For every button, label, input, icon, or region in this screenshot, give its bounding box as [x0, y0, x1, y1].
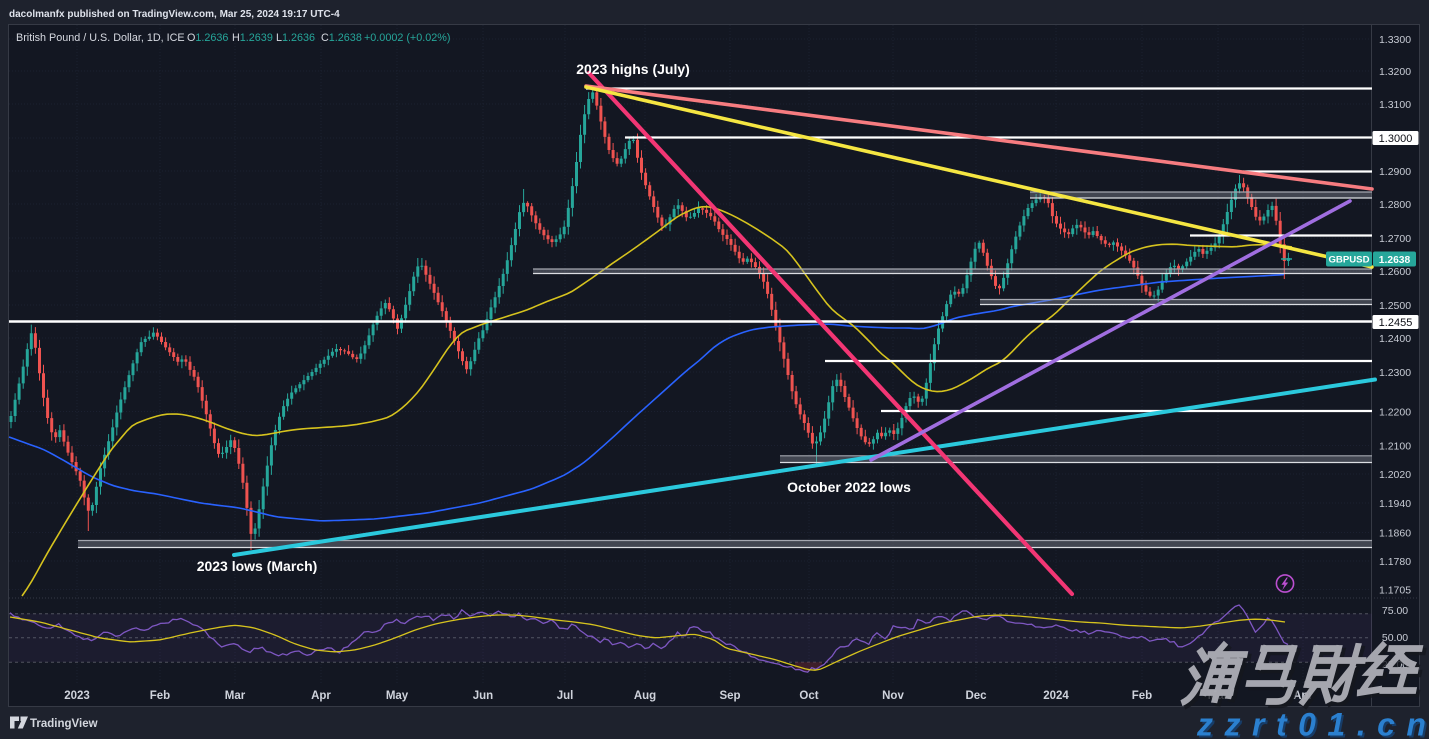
svg-text:1.2300: 1.2300 [1379, 367, 1411, 379]
svg-text:75.00: 75.00 [1382, 605, 1408, 617]
svg-text:Jun: Jun [473, 690, 493, 702]
svg-text:2023 highs (July): 2023 highs (July) [576, 61, 690, 77]
svg-text:dacolmanfx published on Tradin: dacolmanfx published on TradingView.com,… [9, 9, 340, 20]
svg-text:1.1940: 1.1940 [1379, 498, 1411, 510]
svg-text:May: May [386, 690, 409, 702]
svg-text:+0.0002 (+0.02%): +0.0002 (+0.02%) [364, 32, 450, 44]
svg-text:2024: 2024 [1043, 690, 1069, 702]
svg-text:1.2638: 1.2638 [1379, 255, 1411, 266]
svg-text:1.2200: 1.2200 [1379, 407, 1411, 419]
svg-text:1.2636: 1.2636 [282, 32, 315, 44]
svg-text:L: L [276, 32, 282, 44]
svg-text:1.3300: 1.3300 [1379, 34, 1411, 46]
svg-text:1.2455: 1.2455 [1379, 317, 1413, 329]
svg-text:1.2800: 1.2800 [1379, 199, 1411, 211]
svg-text:1.3200: 1.3200 [1379, 66, 1411, 78]
svg-text:50.00: 50.00 [1382, 632, 1408, 644]
svg-text:1.1780: 1.1780 [1379, 556, 1411, 568]
svg-text:TradingView: TradingView [30, 718, 98, 730]
svg-text:zzrt01.cn: zzrt01.cn [1198, 709, 1429, 739]
svg-text:Feb: Feb [150, 690, 170, 702]
svg-text:Jul: Jul [557, 690, 574, 702]
svg-text:British Pound / U.S. Dollar, 1: British Pound / U.S. Dollar, 1D, ICE [16, 32, 185, 44]
svg-text:C: C [321, 32, 329, 44]
svg-text:1.3000: 1.3000 [1379, 133, 1413, 145]
svg-text:Apr: Apr [311, 690, 331, 702]
svg-text:1.2600: 1.2600 [1379, 266, 1411, 278]
svg-text:Mar: Mar [225, 690, 246, 702]
svg-text:1.2636: 1.2636 [195, 32, 228, 44]
svg-text:October 2022 lows: October 2022 lows [787, 479, 911, 495]
svg-text:Aug: Aug [634, 690, 656, 702]
svg-text:1.2500: 1.2500 [1379, 300, 1411, 312]
svg-text:1.2900: 1.2900 [1379, 166, 1411, 178]
svg-text:Feb: Feb [1132, 690, 1152, 702]
svg-text:1.2638: 1.2638 [329, 32, 362, 44]
svg-text:Nov: Nov [882, 690, 904, 702]
svg-text:1.3100: 1.3100 [1379, 99, 1411, 111]
svg-text:Dec: Dec [965, 690, 987, 702]
svg-text:Oct: Oct [799, 690, 818, 702]
svg-text:1.2700: 1.2700 [1379, 233, 1411, 245]
svg-text:1.1860: 1.1860 [1379, 528, 1411, 540]
svg-text:H: H [232, 32, 240, 44]
svg-text:O: O [187, 32, 195, 44]
svg-text:1.2020: 1.2020 [1379, 469, 1411, 481]
svg-text:zzrt01.cn: zzrt01.cn [1196, 707, 1429, 739]
svg-text:1.1705: 1.1705 [1379, 585, 1411, 597]
svg-text:1.2100: 1.2100 [1379, 441, 1411, 453]
svg-text:Sep: Sep [719, 690, 740, 702]
svg-text:GBPUSD: GBPUSD [1328, 255, 1369, 266]
svg-text:1.2639: 1.2639 [240, 32, 273, 44]
svg-text:2023 lows (March): 2023 lows (March) [197, 558, 318, 574]
svg-text:2023: 2023 [64, 690, 90, 702]
svg-text:1.2400: 1.2400 [1379, 333, 1411, 345]
